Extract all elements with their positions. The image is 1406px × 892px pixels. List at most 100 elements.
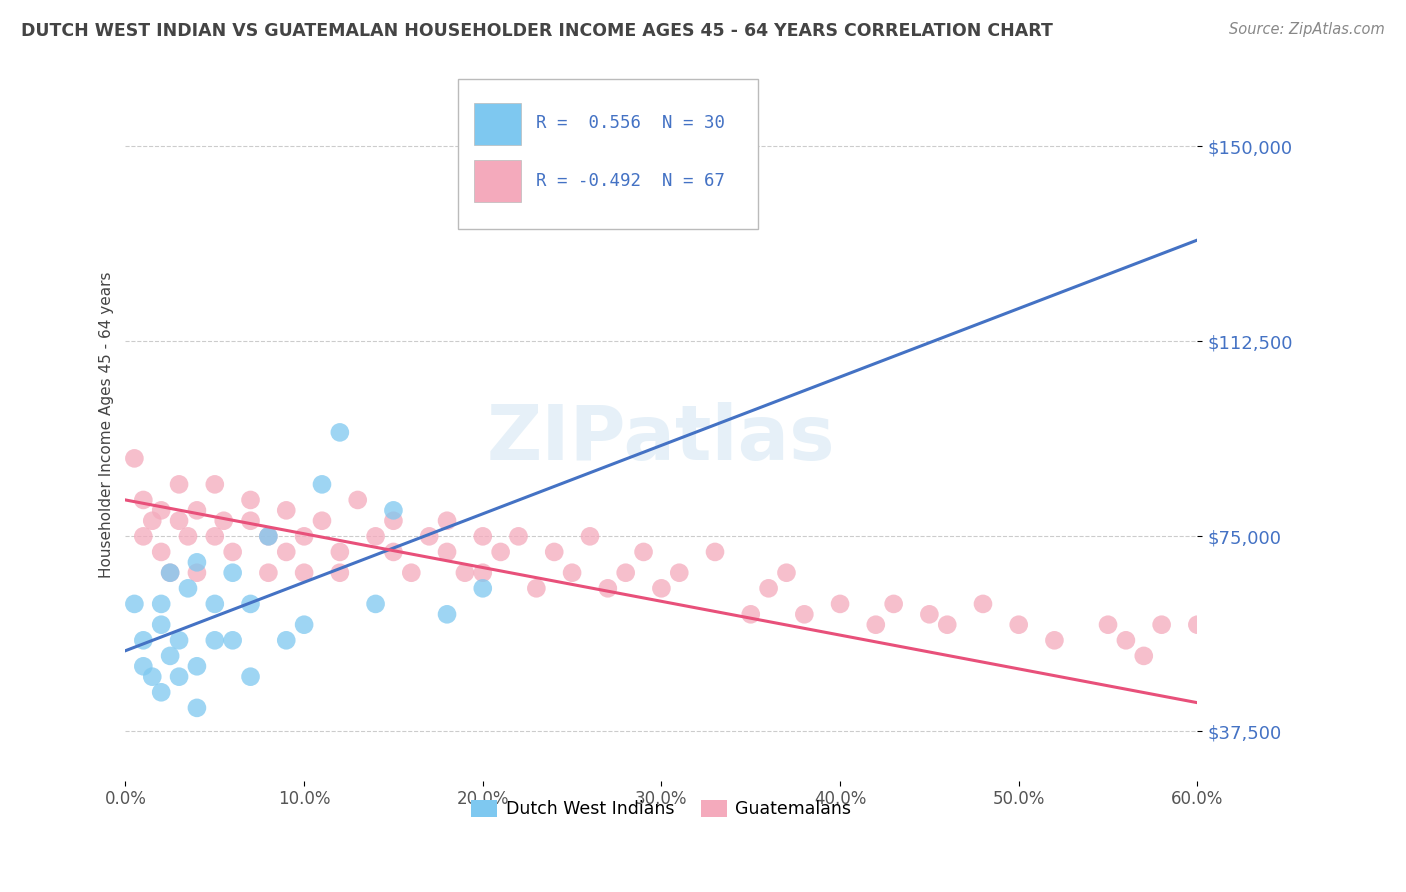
- Point: [471, 566, 494, 580]
- Point: [150, 545, 173, 559]
- Point: [276, 503, 298, 517]
- Point: [329, 566, 352, 580]
- Point: [257, 529, 280, 543]
- Point: [561, 566, 583, 580]
- Point: [150, 685, 173, 699]
- Point: [382, 545, 405, 559]
- Point: [150, 503, 173, 517]
- Point: [132, 492, 155, 507]
- Point: [221, 633, 243, 648]
- Point: [382, 503, 405, 517]
- Point: [329, 425, 352, 440]
- Point: [186, 566, 208, 580]
- Point: [186, 701, 208, 715]
- Point: [775, 566, 797, 580]
- Point: [167, 477, 190, 491]
- Point: [436, 607, 458, 622]
- Point: [883, 597, 905, 611]
- Point: [668, 566, 690, 580]
- Point: [292, 617, 315, 632]
- Point: [159, 566, 181, 580]
- Point: [204, 633, 226, 648]
- Point: [436, 514, 458, 528]
- Y-axis label: Householder Income Ages 45 - 64 years: Householder Income Ages 45 - 64 years: [100, 271, 114, 578]
- Point: [239, 492, 262, 507]
- Point: [186, 555, 208, 569]
- Point: [167, 514, 190, 528]
- Point: [1115, 633, 1137, 648]
- Point: [793, 607, 815, 622]
- FancyBboxPatch shape: [474, 103, 522, 145]
- Point: [401, 566, 423, 580]
- Point: [239, 597, 262, 611]
- Point: [579, 529, 602, 543]
- Point: [1043, 633, 1066, 648]
- Point: [596, 582, 619, 596]
- Point: [346, 492, 368, 507]
- Point: [292, 529, 315, 543]
- Point: [292, 566, 315, 580]
- Point: [177, 529, 200, 543]
- Point: [1132, 648, 1154, 663]
- Point: [186, 659, 208, 673]
- Point: [239, 670, 262, 684]
- Point: [276, 633, 298, 648]
- Point: [132, 529, 155, 543]
- Text: R =  0.556  N = 30: R = 0.556 N = 30: [536, 114, 725, 132]
- Point: [141, 514, 163, 528]
- Point: [489, 545, 512, 559]
- Point: [936, 617, 959, 632]
- Point: [329, 545, 352, 559]
- Point: [382, 514, 405, 528]
- Point: [141, 670, 163, 684]
- Point: [204, 597, 226, 611]
- Point: [758, 582, 780, 596]
- Point: [614, 566, 637, 580]
- Point: [186, 503, 208, 517]
- FancyBboxPatch shape: [474, 160, 522, 202]
- Point: [239, 514, 262, 528]
- Point: [865, 617, 887, 632]
- Point: [471, 529, 494, 543]
- Point: [132, 633, 155, 648]
- Point: [1097, 617, 1119, 632]
- Point: [159, 648, 181, 663]
- Text: R = -0.492  N = 67: R = -0.492 N = 67: [536, 172, 725, 190]
- Point: [364, 529, 387, 543]
- Point: [257, 566, 280, 580]
- Point: [221, 566, 243, 580]
- Point: [159, 566, 181, 580]
- Point: [633, 545, 655, 559]
- Point: [150, 597, 173, 611]
- FancyBboxPatch shape: [458, 79, 758, 228]
- Point: [972, 597, 994, 611]
- Point: [221, 545, 243, 559]
- Point: [177, 582, 200, 596]
- Point: [436, 545, 458, 559]
- Point: [454, 566, 477, 580]
- Point: [204, 529, 226, 543]
- Point: [418, 529, 440, 543]
- Point: [1008, 617, 1031, 632]
- Point: [828, 597, 851, 611]
- Point: [1187, 617, 1209, 632]
- Point: [364, 597, 387, 611]
- Point: [740, 607, 762, 622]
- Legend: Dutch West Indians, Guatemalans: Dutch West Indians, Guatemalans: [464, 793, 858, 825]
- Point: [543, 545, 565, 559]
- Point: [150, 617, 173, 632]
- Point: [132, 659, 155, 673]
- Text: ZIPatlas: ZIPatlas: [486, 401, 835, 475]
- Text: Source: ZipAtlas.com: Source: ZipAtlas.com: [1229, 22, 1385, 37]
- Point: [650, 582, 672, 596]
- Point: [311, 514, 333, 528]
- Point: [918, 607, 941, 622]
- Point: [311, 477, 333, 491]
- Point: [471, 582, 494, 596]
- Point: [524, 582, 547, 596]
- Point: [167, 633, 190, 648]
- Point: [124, 451, 146, 466]
- Point: [257, 529, 280, 543]
- Point: [124, 597, 146, 611]
- Point: [508, 529, 530, 543]
